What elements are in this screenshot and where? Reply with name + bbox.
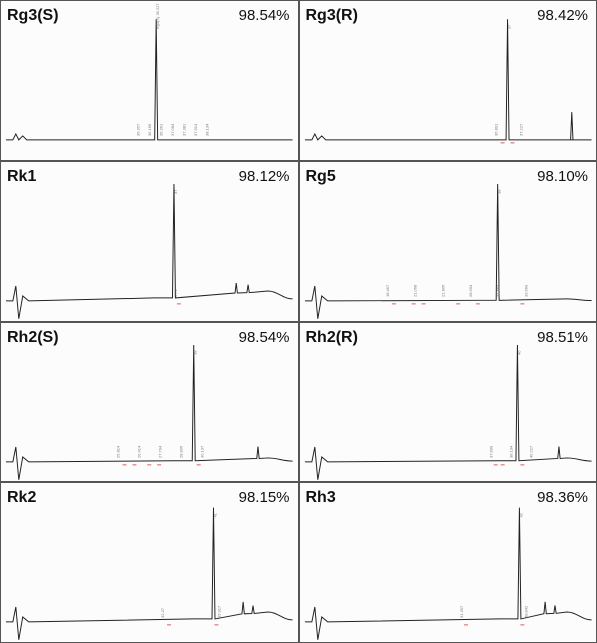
panel-rh2r: Rh2(R)98.51%4037.89938.13440.227 (299, 322, 597, 483)
retention-label: 32.27 (160, 608, 165, 618)
retention-label: 28.806 (179, 445, 184, 458)
retention-label: 35.307 (135, 124, 140, 136)
retention-label: 26.414 (137, 445, 142, 458)
retention-label: 40.227 (528, 445, 533, 457)
retention-label: 37.381 (181, 124, 186, 136)
retention-label: 36.891 (493, 124, 498, 136)
retention-label: 25.814 (116, 445, 121, 458)
chromatogram-trace: 3818.46721.06821.80628.69431.59733.669 (300, 162, 597, 321)
retention-label: 21.068 (412, 284, 417, 297)
chromatogram-trace: 37 37.0 (1, 162, 298, 321)
panel-rh3: Rh398.36%4231.25738.842 (299, 482, 597, 643)
chromatogram-trace: 37 36.891 37.227 (300, 1, 597, 160)
retention-label: 37.084 (170, 123, 175, 136)
panel-rk1: Rk198.12%3737.0 (0, 161, 299, 322)
retention-label: 37.0 (173, 288, 178, 297)
peak-label: Rg3(S) 36.227 (155, 3, 160, 29)
retention-label: 27.794 (158, 445, 163, 458)
chromatogram-trace: 4037.89938.13440.227 (300, 323, 597, 482)
retention-label: 28.694 (467, 284, 472, 297)
retention-label: 37.227 (518, 124, 523, 136)
retention-label: 36.166 (147, 123, 152, 136)
peak-label: 42 (518, 513, 523, 517)
retention-label: 31.257 (459, 606, 464, 618)
retention-label: 38.134 (508, 445, 513, 458)
retention-label: 18.467 (384, 285, 389, 297)
retention-label: 38.842 (523, 606, 528, 618)
retention-label: 35.917 (216, 606, 221, 618)
chromatogram-trace: Rg3(S) 36.227 35.307 36.166 36.361 37.084 37.… (1, 1, 298, 160)
panel-rh2s: Rh2(S)98.54%3825.81426.41427.79428.80630… (0, 322, 299, 483)
retention-label: 37.899 (488, 445, 493, 458)
chromatogram-trace: 3825.81426.41427.79428.80630.137 (1, 323, 298, 482)
retention-label: 21.806 (440, 284, 445, 297)
panel-rg3s: Rg3(S)98.54%Rg3(S) 36.22735.30736.16636.… (0, 0, 299, 161)
chromatogram-grid: Rg3(S)98.54%Rg3(S) 36.22735.30736.16636.… (0, 0, 597, 643)
retention-label: 33.669 (523, 284, 528, 297)
retention-label: 30.137 (200, 445, 205, 457)
peak-label: 37 (506, 25, 511, 29)
chromatogram-trace: 41 32.27 35.917 (1, 483, 298, 642)
peak-label: 41 (212, 513, 217, 517)
retention-label: 37.914 (193, 123, 198, 136)
retention-label: 36.361 (158, 124, 163, 136)
chromatogram-trace: 42 31.257 38.842 (300, 483, 597, 642)
retention-label: 31.597 (495, 285, 500, 297)
panel-rg3r: Rg3(R)98.42%3736.89137.227 (299, 0, 597, 161)
retention-label: 38.134 (205, 123, 210, 136)
panel-rg5: Rg598.10%3818.46721.06821.80628.69431.59… (299, 161, 597, 322)
panel-rk2: Rk298.15%4132.2735.917 (0, 482, 299, 643)
peak-label: 37 (173, 189, 178, 193)
